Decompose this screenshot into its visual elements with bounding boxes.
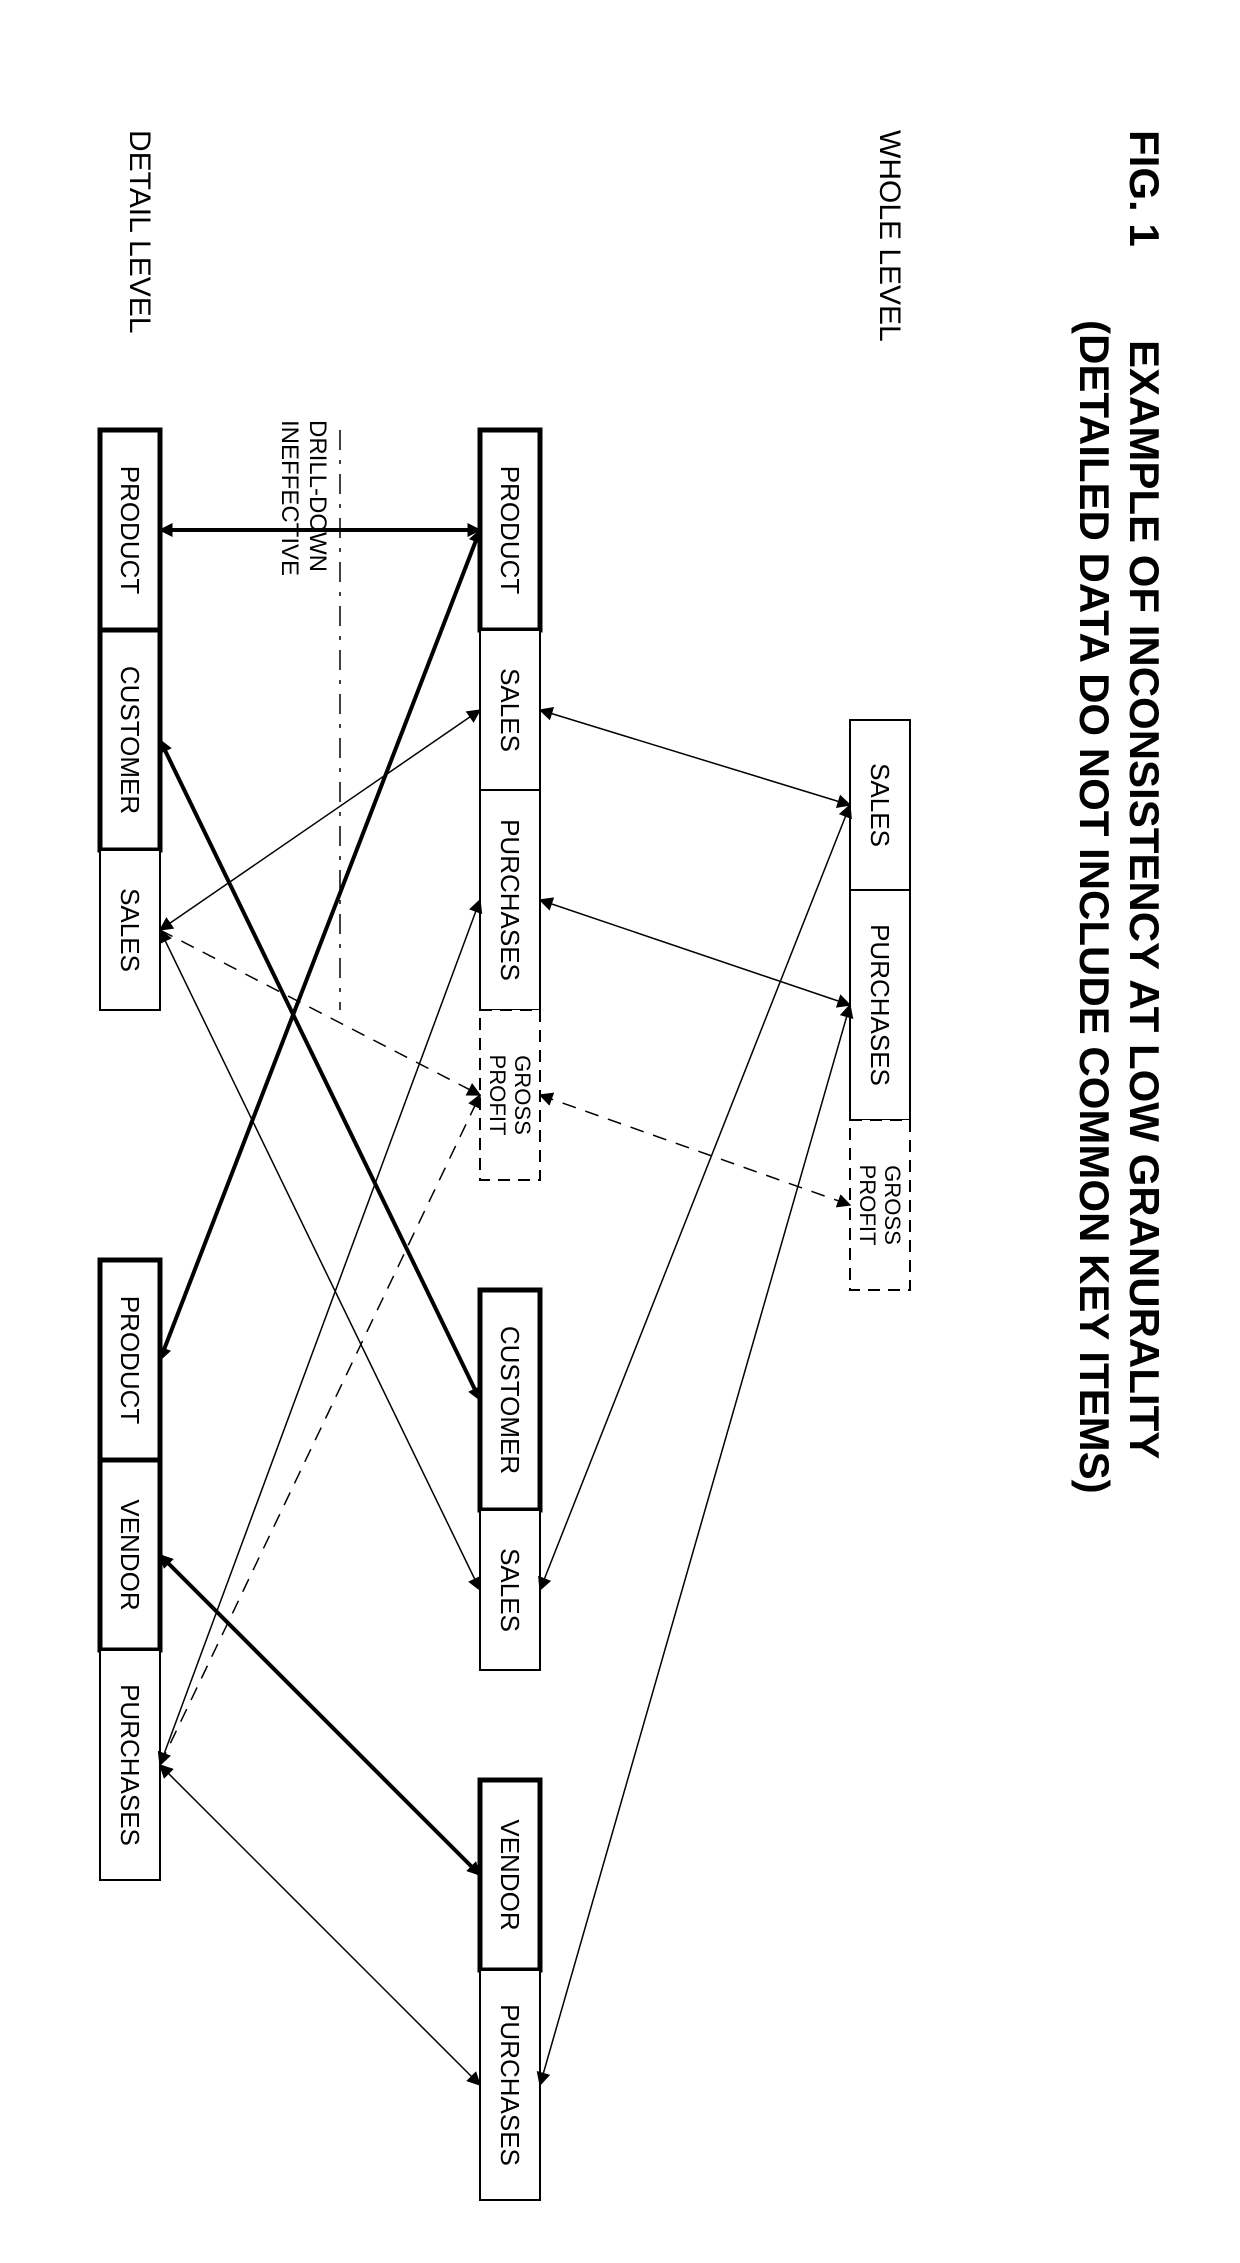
fig-number: FIG. 1 bbox=[1121, 130, 1168, 247]
title-line2: (DETAILED DATA DO NOT INCLUDE COMMON KEY… bbox=[1071, 320, 1118, 1494]
node-label-d2_product: PRODUCT bbox=[115, 1296, 145, 1425]
node-label-m1_gp: GROSS bbox=[510, 1055, 535, 1135]
node-label-m1_gp: PROFIT bbox=[485, 1054, 510, 1135]
edge-d1_customer-m2_customer bbox=[160, 740, 480, 1400]
node-label-d2_purch: PURCHASES bbox=[115, 1684, 145, 1846]
node-label-w_gp: PROFIT bbox=[855, 1164, 880, 1245]
edge-m1_purch-w_purch bbox=[540, 900, 850, 1005]
label-whole-level: WHOLE LEVEL bbox=[873, 130, 906, 342]
node-label-m3_purch: PURCHASES bbox=[495, 2004, 525, 2166]
node-label-w_gp: GROSS bbox=[880, 1165, 905, 1245]
node-label-d2_vendor: VENDOR bbox=[115, 1499, 145, 1610]
edge-m2_sales-w_sales bbox=[540, 805, 850, 1590]
node-label-d1_sales: SALES bbox=[115, 888, 145, 972]
node-label-m1_product: PRODUCT bbox=[495, 466, 525, 595]
edge-d2_product-m1_product bbox=[160, 530, 480, 1360]
annotation-drilldown: INEFFECTIVE bbox=[276, 420, 303, 576]
edge-m3_purch-w_purch bbox=[540, 1005, 850, 2085]
edge-d1_sales-m1_sales bbox=[160, 710, 480, 930]
annotation-drilldown: DRILL-DOWN bbox=[304, 420, 331, 572]
diagram: FIG. 1 EXAMPLE OF INCONSISTENCY AT LOW GR… bbox=[0, 0, 1240, 2263]
edge-d2_purch-m1_gp bbox=[160, 1095, 480, 1765]
edge-m1_gp-w_gp bbox=[540, 1095, 850, 1205]
node-label-m1_purch: PURCHASES bbox=[495, 819, 525, 981]
node-label-d1_customer: CUSTOMER bbox=[115, 666, 145, 814]
node-label-m2_customer: CUSTOMER bbox=[495, 1326, 525, 1474]
node-label-m2_sales: SALES bbox=[495, 1548, 525, 1632]
node-label-w_purch: PURCHASES bbox=[865, 924, 895, 1086]
title-line1: EXAMPLE OF INCONSISTENCY AT LOW GRANURAL… bbox=[1121, 340, 1168, 1459]
edge-d2_vendor-m3_vendor bbox=[160, 1555, 480, 1875]
node-label-m3_vendor: VENDOR bbox=[495, 1819, 525, 1930]
label-detail-level: DETAIL LEVEL bbox=[123, 130, 156, 333]
node-label-m1_sales: SALES bbox=[495, 668, 525, 752]
node-label-d1_product: PRODUCT bbox=[115, 466, 145, 595]
edge-d2_purch-m3_purch bbox=[160, 1765, 480, 2085]
node-label-w_sales: SALES bbox=[865, 763, 895, 847]
edge-m1_sales-w_sales bbox=[540, 710, 850, 805]
